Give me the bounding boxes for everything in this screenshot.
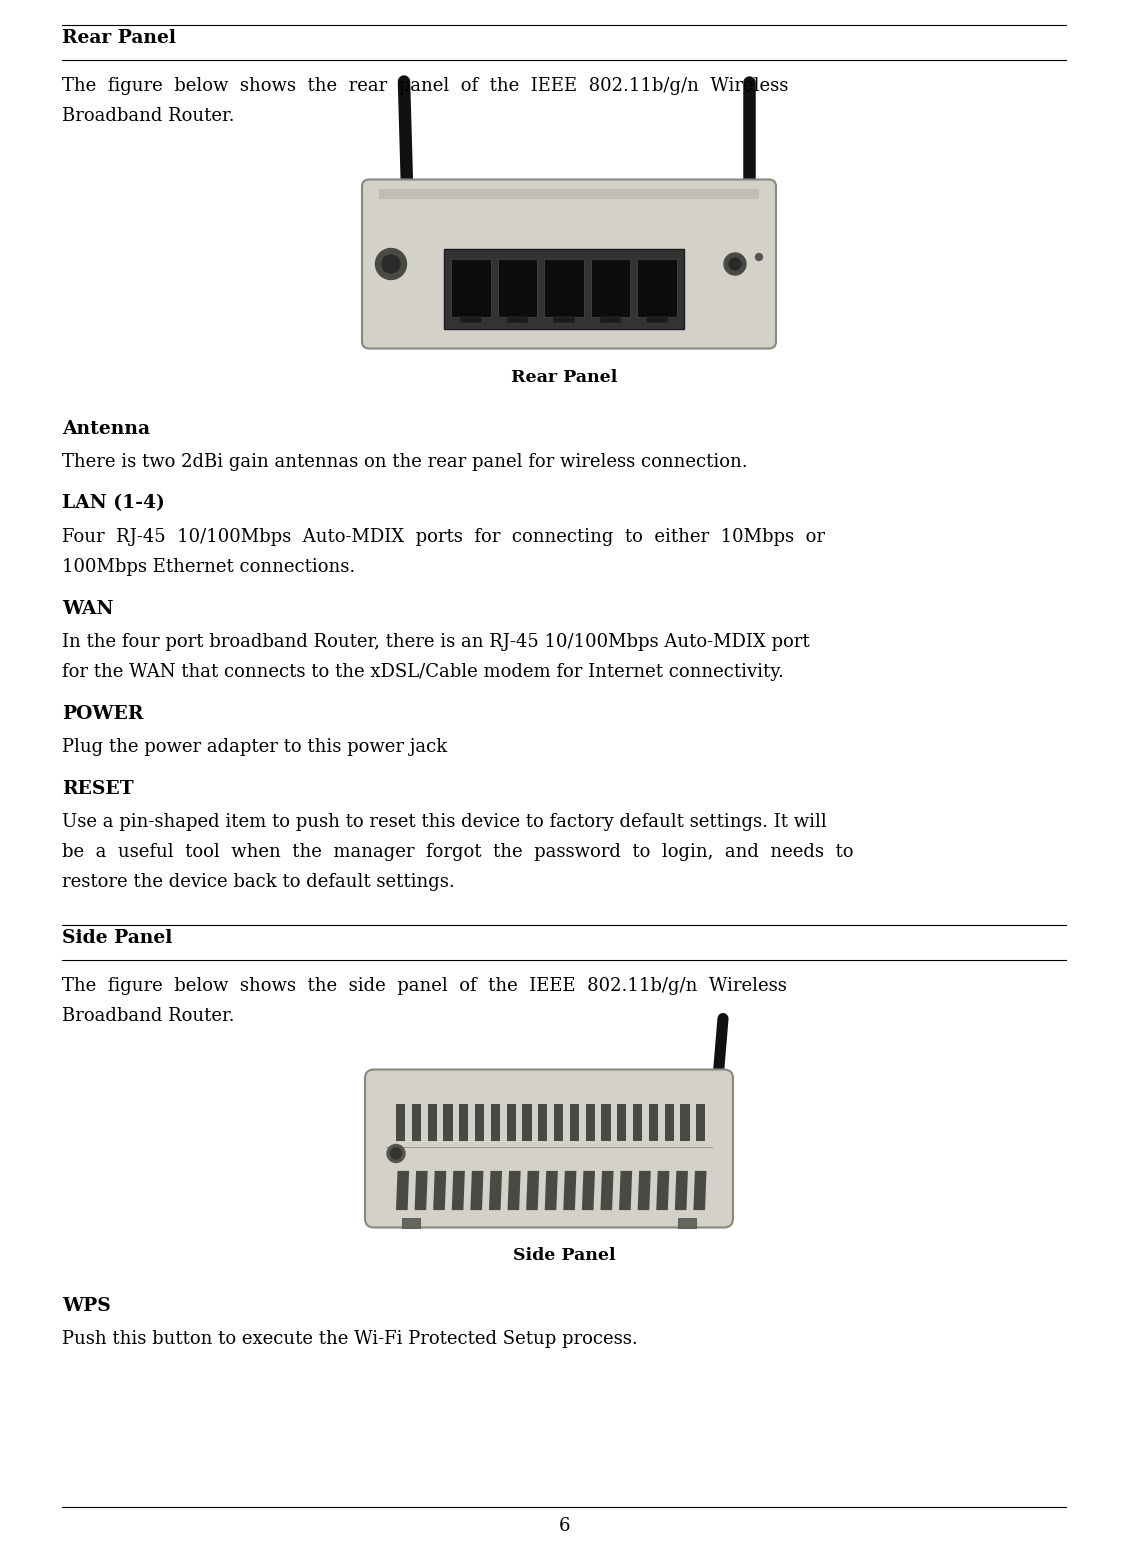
Polygon shape bbox=[694, 1170, 706, 1211]
FancyBboxPatch shape bbox=[365, 1069, 733, 1228]
Text: In the four port broadband Router, there is an RJ-45 10/100Mbps Auto-MDIX port: In the four port broadband Router, there… bbox=[62, 632, 810, 651]
Polygon shape bbox=[656, 1170, 669, 1211]
Text: The  figure  below  shows  the  rear  panel  of  the  IEEE  802.11b/g/n  Wireles: The figure below shows the rear panel of… bbox=[62, 78, 788, 95]
Text: Broadband Router.: Broadband Router. bbox=[62, 107, 235, 124]
Bar bbox=[538, 1103, 547, 1141]
Polygon shape bbox=[526, 1170, 539, 1211]
Bar bbox=[497, 260, 537, 317]
Text: POWER: POWER bbox=[62, 704, 143, 723]
Bar bbox=[506, 1103, 515, 1141]
Polygon shape bbox=[452, 1170, 465, 1211]
Text: RESET: RESET bbox=[62, 780, 134, 797]
Text: Four  RJ-45  10/100Mbps  Auto-MDIX  ports  for  connecting  to  either  10Mbps  : Four RJ-45 10/100Mbps Auto-MDIX ports fo… bbox=[62, 527, 825, 545]
Text: WAN: WAN bbox=[62, 600, 114, 617]
Text: 100Mbps Ethernet connections.: 100Mbps Ethernet connections. bbox=[62, 558, 355, 575]
Text: Side Panel: Side Panel bbox=[62, 928, 173, 946]
Bar bbox=[664, 1103, 673, 1141]
Bar bbox=[678, 1217, 696, 1228]
Bar bbox=[451, 260, 491, 317]
Text: be  a  useful  tool  when  the  manager  forgot  the  password  to  login,  and : be a useful tool when the manager forgot… bbox=[62, 842, 854, 861]
Bar bbox=[633, 1103, 642, 1141]
Bar bbox=[553, 317, 575, 323]
FancyBboxPatch shape bbox=[362, 180, 776, 348]
Bar bbox=[444, 249, 684, 329]
Bar bbox=[428, 1103, 437, 1141]
Bar bbox=[506, 317, 528, 323]
Bar bbox=[601, 1103, 610, 1141]
Text: Broadband Router.: Broadband Router. bbox=[62, 1007, 235, 1024]
Bar bbox=[522, 1103, 531, 1141]
Polygon shape bbox=[582, 1170, 594, 1211]
Text: Rear Panel: Rear Panel bbox=[62, 30, 176, 47]
Circle shape bbox=[376, 249, 406, 280]
Circle shape bbox=[382, 255, 400, 274]
Text: WPS: WPS bbox=[62, 1296, 111, 1315]
Bar bbox=[570, 1103, 579, 1141]
Polygon shape bbox=[545, 1170, 558, 1211]
Bar bbox=[617, 1103, 626, 1141]
Bar bbox=[696, 1103, 705, 1141]
Polygon shape bbox=[396, 1170, 409, 1211]
Text: Rear Panel: Rear Panel bbox=[511, 370, 617, 387]
Text: The  figure  below  shows  the  side  panel  of  the  IEEE  802.11b/g/n  Wireles: The figure below shows the side panel of… bbox=[62, 976, 787, 995]
Bar bbox=[443, 1103, 452, 1141]
Bar bbox=[402, 1217, 420, 1228]
Text: There is two 2dBi gain antennas on the rear panel for wireless connection.: There is two 2dBi gain antennas on the r… bbox=[62, 452, 748, 471]
Polygon shape bbox=[415, 1170, 428, 1211]
Polygon shape bbox=[470, 1170, 484, 1211]
Text: for the WAN that connects to the xDSL/Cable modem for Internet connectivity.: for the WAN that connects to the xDSL/Ca… bbox=[62, 662, 784, 681]
Polygon shape bbox=[563, 1170, 576, 1211]
Polygon shape bbox=[488, 1170, 502, 1211]
Polygon shape bbox=[508, 1170, 521, 1211]
Polygon shape bbox=[433, 1170, 447, 1211]
Circle shape bbox=[729, 258, 741, 270]
Bar bbox=[412, 1103, 421, 1141]
Bar bbox=[544, 260, 584, 317]
Polygon shape bbox=[600, 1170, 614, 1211]
Text: LAN (1-4): LAN (1-4) bbox=[62, 494, 165, 513]
Bar bbox=[591, 260, 631, 317]
Bar bbox=[637, 260, 677, 317]
Bar bbox=[600, 317, 622, 323]
Text: Antenna: Antenna bbox=[62, 420, 150, 438]
Bar bbox=[585, 1103, 594, 1141]
Circle shape bbox=[724, 253, 746, 275]
Bar bbox=[460, 317, 482, 323]
Bar bbox=[475, 1103, 484, 1141]
Text: Side Panel: Side Panel bbox=[513, 1246, 615, 1263]
Bar bbox=[649, 1103, 658, 1141]
Circle shape bbox=[390, 1148, 402, 1159]
Polygon shape bbox=[619, 1170, 632, 1211]
Polygon shape bbox=[675, 1170, 688, 1211]
Text: Plug the power adapter to this power jack: Plug the power adapter to this power jac… bbox=[62, 738, 447, 755]
Bar bbox=[680, 1103, 689, 1141]
Bar bbox=[491, 1103, 500, 1141]
Text: Use a pin-shaped item to push to reset this device to factory default settings. : Use a pin-shaped item to push to reset t… bbox=[62, 813, 827, 830]
Bar bbox=[379, 188, 759, 199]
Text: 6: 6 bbox=[558, 1517, 570, 1535]
Polygon shape bbox=[637, 1170, 651, 1211]
Circle shape bbox=[387, 1144, 405, 1162]
Bar bbox=[459, 1103, 468, 1141]
Bar bbox=[554, 1103, 563, 1141]
Bar bbox=[646, 317, 668, 323]
Bar bbox=[396, 1103, 405, 1141]
Text: Push this button to execute the Wi-Fi Protected Setup process.: Push this button to execute the Wi-Fi Pr… bbox=[62, 1330, 637, 1347]
Circle shape bbox=[756, 253, 763, 261]
Text: restore the device back to default settings.: restore the device back to default setti… bbox=[62, 872, 455, 890]
